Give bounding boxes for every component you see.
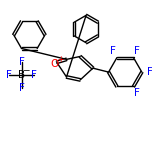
Text: B: B bbox=[18, 70, 25, 80]
Text: −: − bbox=[22, 66, 29, 75]
Text: F: F bbox=[135, 46, 140, 56]
Text: F: F bbox=[147, 67, 152, 77]
Text: F: F bbox=[135, 88, 140, 98]
Text: F: F bbox=[19, 57, 24, 67]
Text: O: O bbox=[51, 59, 59, 69]
Text: F: F bbox=[6, 70, 12, 80]
Text: F: F bbox=[110, 46, 116, 56]
Text: F: F bbox=[31, 70, 37, 80]
Text: F: F bbox=[19, 83, 24, 93]
Text: +: + bbox=[57, 55, 64, 64]
